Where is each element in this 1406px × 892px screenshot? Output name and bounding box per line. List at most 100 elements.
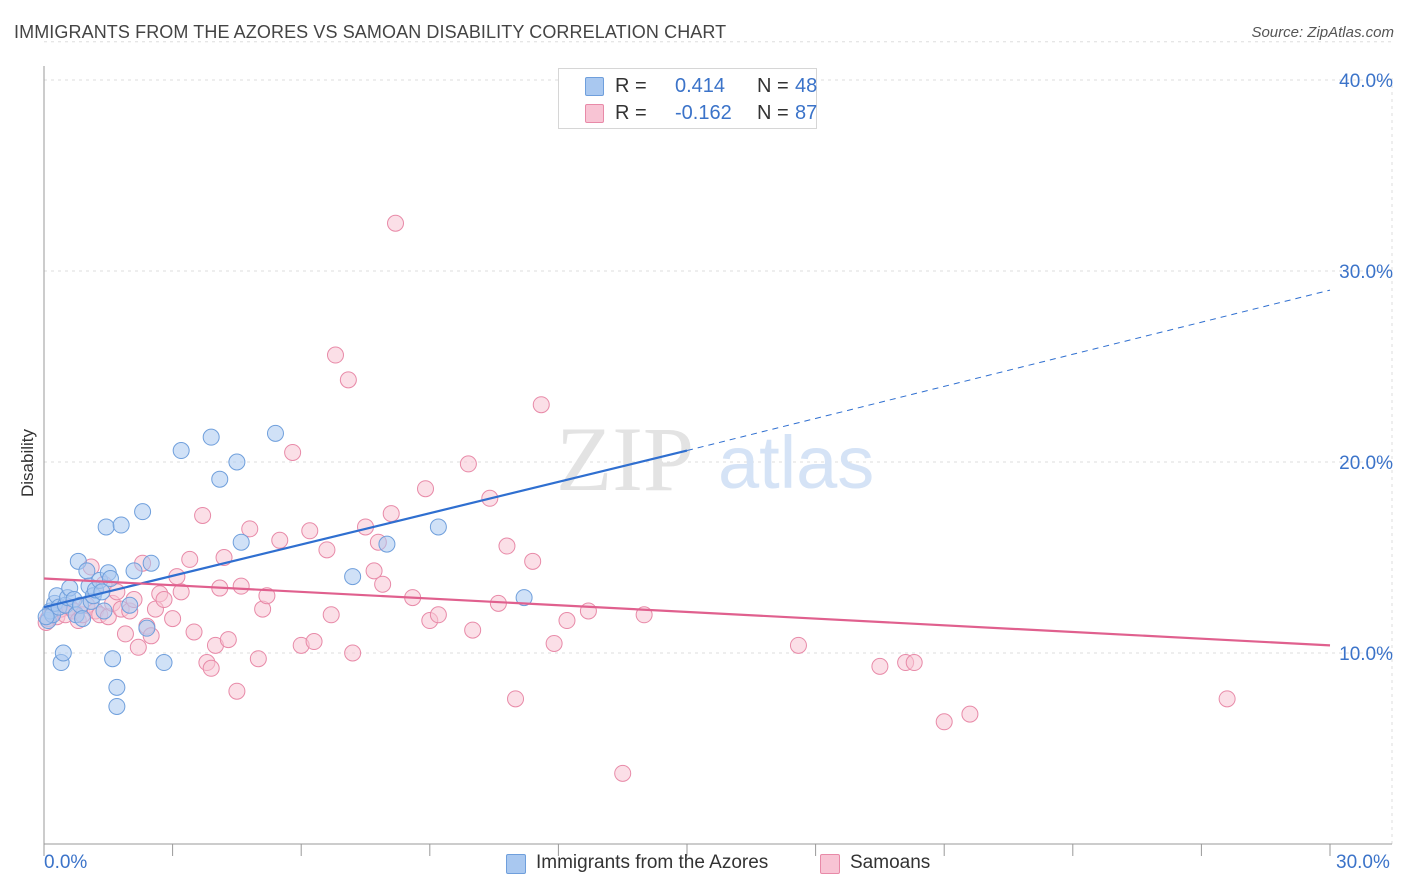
azores-point: [344, 568, 362, 586]
samoans-point: [905, 654, 923, 672]
azores-point: [121, 596, 139, 614]
watermark-zip: ZIP: [556, 408, 694, 510]
samoans-point: [219, 631, 237, 649]
samoans-point: [271, 531, 289, 549]
samoans-point: [789, 636, 807, 654]
azores-point: [37, 608, 55, 626]
samoans-point: [429, 606, 447, 624]
azores-point: [211, 470, 229, 488]
azores-point: [95, 602, 113, 620]
samoans-point: [232, 577, 250, 595]
samoans-point: [614, 764, 632, 782]
azores-point: [134, 503, 152, 521]
samoans-point: [322, 606, 340, 624]
azores-point: [104, 650, 122, 668]
azores-point: [515, 589, 533, 607]
samoans-point: [116, 625, 134, 643]
samoans-point: [181, 550, 199, 568]
x-tick-label-min: 0.0%: [44, 852, 88, 873]
trend-lines: [43, 289, 1331, 647]
y-tick-label: 40.0%: [1339, 71, 1393, 92]
samoans-point: [935, 713, 953, 731]
samoans-point: [194, 506, 212, 524]
chart-title: IMMIGRANTS FROM THE AZORES VS SAMOAN DIS…: [14, 22, 727, 42]
samoans-point: [301, 522, 319, 540]
samoans-point: [579, 602, 597, 620]
azores-trend-line: [43, 449, 688, 609]
samoans-point: [249, 650, 267, 668]
azores-point: [232, 533, 250, 551]
samoans-point: [339, 371, 357, 389]
n-value: 87: [795, 102, 818, 124]
correlation-stats-box: R = 0.414 N = 48 R = -0.162 N = 87: [558, 68, 817, 129]
azores-point: [108, 678, 126, 696]
axes: [43, 66, 1392, 856]
n-label: N =: [757, 75, 789, 97]
azores-point: [125, 562, 143, 580]
samoans-point: [305, 633, 323, 651]
azores-point: [112, 516, 130, 534]
r-value: -0.162: [675, 102, 732, 124]
samoans-point: [871, 657, 889, 675]
r-label: R =: [615, 75, 647, 97]
samoans-point: [558, 612, 576, 630]
samoans-point: [961, 705, 979, 723]
n-label: N =: [757, 102, 789, 124]
azores-point: [101, 570, 119, 588]
x-tick-label-max: 30.0%: [1336, 852, 1390, 873]
samoans-point: [464, 621, 482, 639]
azores-point: [429, 518, 447, 536]
azores-point: [108, 697, 126, 715]
legend-swatch-azores: [506, 854, 526, 874]
samoans-point: [365, 562, 383, 580]
samoans-point: [545, 634, 563, 652]
azores-points: [37, 424, 533, 715]
azores-point: [97, 518, 115, 536]
azores-point: [378, 535, 396, 553]
y-tick-label: 10.0%: [1339, 644, 1393, 665]
r-value: 0.414: [675, 75, 726, 97]
azores-point: [172, 442, 190, 460]
samoans-point: [241, 520, 259, 538]
azores-point: [74, 610, 92, 628]
samoans-point: [1218, 690, 1236, 708]
samoans-point: [498, 537, 516, 555]
legend-swatch-samoans: [820, 854, 840, 874]
y-tick-label: 20.0%: [1339, 453, 1393, 474]
watermark-atlas: atlas: [718, 421, 874, 504]
azores-point: [138, 619, 156, 637]
samoans-point: [155, 591, 173, 609]
azores-point: [155, 654, 173, 672]
azores-point: [142, 554, 160, 572]
samoans-point: [284, 443, 302, 461]
samoans-point: [202, 659, 220, 677]
samoans-point: [524, 552, 542, 570]
samoans-point: [185, 623, 203, 641]
samoans-point: [417, 480, 435, 498]
legend-label: Immigrants from the Azores: [536, 852, 769, 873]
y-tick-labels: 10.0% 20.0% 30.0% 40.0%: [1339, 71, 1393, 665]
samoans-point: [318, 541, 336, 559]
y-tick-label: 30.0%: [1339, 262, 1393, 283]
samoans-point: [129, 638, 147, 656]
samoans-point: [228, 682, 246, 700]
y-axis-label: Disability: [18, 428, 37, 497]
samoans-swatch: [585, 104, 604, 123]
samoans-point: [172, 583, 190, 601]
samoans-point: [387, 214, 405, 232]
azores-point: [54, 644, 72, 662]
r-label: R =: [615, 102, 647, 124]
samoans-point: [258, 587, 276, 605]
samoans-point: [507, 690, 525, 708]
azores-point: [202, 428, 220, 446]
watermark: ZIP atlas: [556, 408, 874, 510]
samoans-point: [344, 644, 362, 662]
legend-label: Samoans: [850, 852, 931, 873]
azores-swatch: [585, 77, 604, 96]
samoans-point: [532, 396, 550, 414]
samoans-point: [374, 575, 392, 593]
legend: Immigrants from the Azores Samoans: [0, 850, 1406, 880]
samoans-point: [164, 610, 182, 628]
samoans-point: [459, 455, 477, 473]
